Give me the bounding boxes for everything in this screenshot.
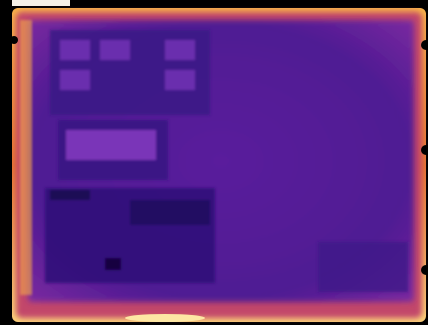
mount-hole [421, 145, 428, 155]
component [60, 70, 90, 90]
component [60, 40, 90, 60]
component [105, 258, 121, 270]
mount-hole [421, 265, 428, 275]
chip [66, 130, 156, 160]
mount-hole [421, 40, 428, 50]
component [50, 190, 90, 200]
left-margin [0, 0, 12, 325]
component [130, 200, 210, 225]
left-edge [20, 20, 32, 295]
component [165, 70, 195, 90]
component [165, 40, 195, 60]
top-strip [12, 0, 70, 6]
mount-hole [10, 36, 18, 44]
hot-spot [125, 314, 205, 322]
components [45, 30, 408, 292]
component-cluster [318, 242, 408, 292]
component [100, 40, 130, 60]
